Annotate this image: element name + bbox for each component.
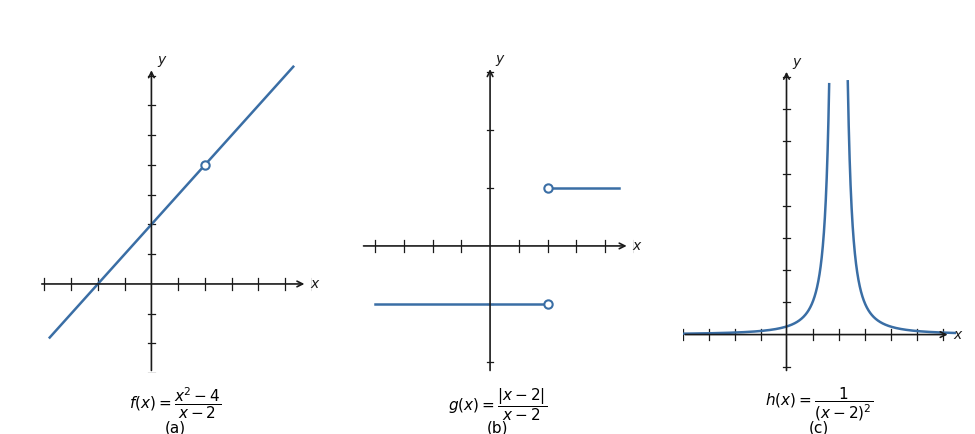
- Text: y: y: [495, 53, 504, 66]
- Text: $g(x) = \dfrac{|x - 2|}{x - 2}$: $g(x) = \dfrac{|x - 2|}{x - 2}$: [448, 386, 547, 423]
- Text: y: y: [157, 53, 165, 67]
- Text: (a): (a): [165, 420, 186, 434]
- Text: $f(x) = \dfrac{x^2 - 4}{x - 2}$: $f(x) = \dfrac{x^2 - 4}{x - 2}$: [130, 386, 221, 421]
- Text: (c): (c): [809, 420, 829, 434]
- Text: x: x: [632, 239, 641, 253]
- Text: $h(x) = \dfrac{1}{(x - 2)^2}$: $h(x) = \dfrac{1}{(x - 2)^2}$: [765, 386, 873, 423]
- Text: y: y: [792, 55, 800, 69]
- Text: x: x: [310, 277, 318, 291]
- Text: (b): (b): [487, 420, 508, 434]
- Text: x: x: [954, 328, 961, 342]
